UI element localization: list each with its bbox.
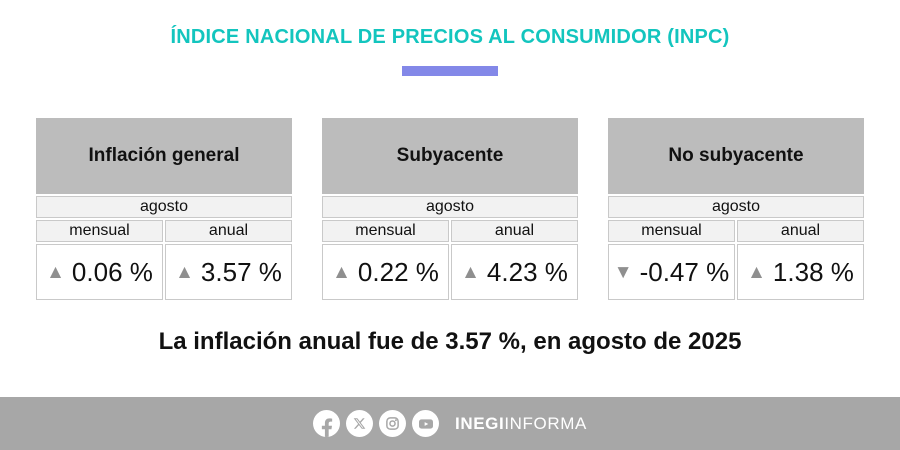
card-title: Subyacente bbox=[322, 118, 578, 194]
card-title: Inflación general bbox=[36, 118, 292, 194]
cards-row: Inflación general agosto mensual anual ▲… bbox=[36, 118, 864, 300]
card-subyacente: Subyacente agosto mensual anual ▲ 0.22 %… bbox=[322, 118, 578, 300]
trend-arrow-icon: ▲ bbox=[175, 261, 194, 283]
value-cell-anual: ▲ 1.38 % bbox=[737, 244, 864, 300]
facebook-icon[interactable] bbox=[313, 410, 341, 437]
summary-text: La inflación anual fue de 3.57 %, en ago… bbox=[158, 328, 742, 355]
value-text: 0.06 % bbox=[71, 256, 153, 287]
value-text: 3.57 % bbox=[200, 256, 282, 287]
value-cell-mensual: ▼ -0.47 % bbox=[608, 244, 735, 300]
trend-arrow-icon: ▲ bbox=[46, 261, 65, 283]
instagram-icon[interactable] bbox=[379, 410, 407, 437]
accent-bar bbox=[402, 66, 498, 76]
column-header-mensual: mensual bbox=[36, 220, 163, 242]
x-twitter-icon[interactable] bbox=[346, 410, 374, 437]
brand-inegi: INEGI bbox=[455, 413, 505, 433]
card-inflacion-general: Inflación general agosto mensual anual ▲… bbox=[36, 118, 292, 300]
value-cell-mensual: ▲ 0.22 % bbox=[322, 244, 449, 300]
period-label: agosto bbox=[322, 196, 578, 218]
value-cell-anual: ▲ 3.57 % bbox=[165, 244, 292, 300]
period-label: agosto bbox=[608, 196, 864, 218]
column-header-anual: anual bbox=[737, 220, 864, 242]
column-header-mensual: mensual bbox=[608, 220, 735, 242]
trend-arrow-icon: ▲ bbox=[332, 261, 351, 283]
value-text: 4.23 % bbox=[486, 256, 568, 287]
value-text: 0.22 % bbox=[357, 256, 439, 287]
footer-bar: INEGIINFORMA bbox=[0, 397, 900, 450]
card-no-subyacente: No subyacente agosto mensual anual ▼ -0.… bbox=[608, 118, 864, 300]
page-title: ÍNDICE NACIONAL DE PRECIOS AL CONSUMIDOR… bbox=[170, 26, 730, 48]
youtube-icon[interactable] bbox=[412, 410, 440, 437]
brand-lockup: INEGIINFORMA bbox=[455, 414, 587, 434]
column-header-anual: anual bbox=[165, 220, 292, 242]
trend-arrow-icon: ▲ bbox=[461, 261, 480, 283]
value-cell-mensual: ▲ 0.06 % bbox=[36, 244, 163, 300]
value-text: 1.38 % bbox=[772, 256, 854, 287]
column-header-mensual: mensual bbox=[322, 220, 449, 242]
value-cell-anual: ▲ 4.23 % bbox=[451, 244, 578, 300]
card-title: No subyacente bbox=[608, 118, 864, 194]
column-header-anual: anual bbox=[451, 220, 578, 242]
trend-arrow-icon: ▲ bbox=[747, 261, 766, 283]
trend-arrow-icon: ▼ bbox=[613, 261, 633, 283]
period-label: agosto bbox=[36, 196, 292, 218]
brand-informa: INFORMA bbox=[504, 413, 587, 433]
value-text: -0.47 % bbox=[639, 256, 730, 287]
